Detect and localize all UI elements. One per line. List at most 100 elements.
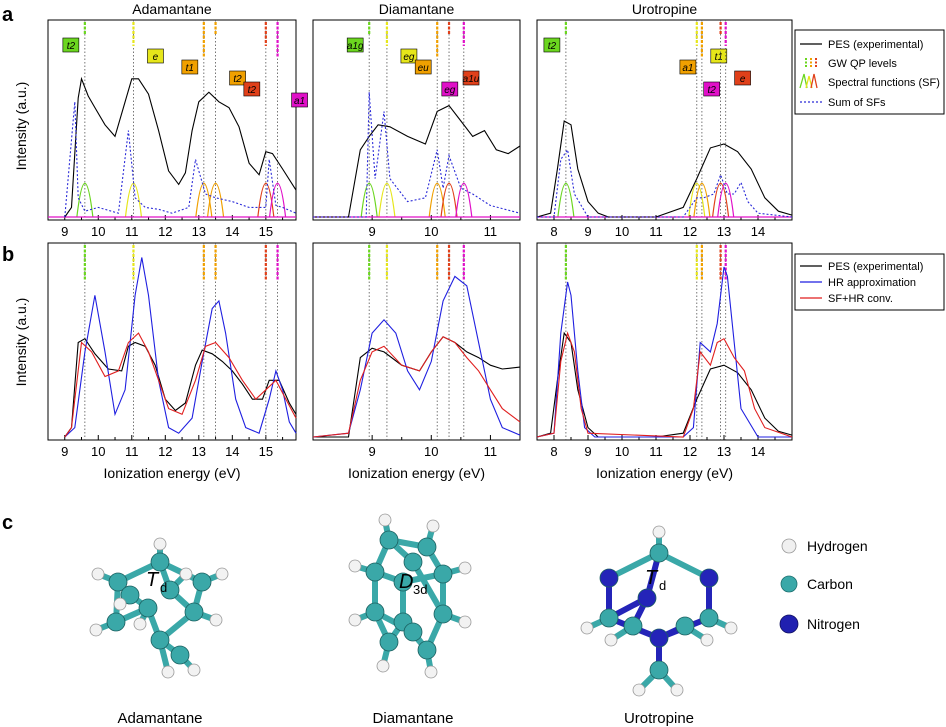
x-tick-label: 13 [192,224,206,239]
carbon-atom [699,608,719,628]
spectral-function-peak [195,182,213,218]
x-tick-label: 15 [259,224,273,239]
series-sf-hr-conv- [312,336,521,438]
hydrogen-atom [376,659,390,673]
panel-letter-b: b [2,244,15,266]
point-group-symbol: T [645,567,659,589]
spectral-function-peak [360,182,378,218]
hydrogen-atom [215,567,229,581]
legend-b-item: PES (experimental) [828,261,923,273]
x-tick-label: 8 [550,224,557,239]
nitrogen-atom [599,568,619,588]
plot-frame [312,19,521,221]
x-tick-label: 9 [584,224,591,239]
hydrogen-atom [161,665,175,679]
x-tick-label: 15 [259,444,273,459]
legend-b-item: SF+HR conv. [828,293,893,305]
series-sum-of-sfs [64,101,297,218]
chart-b-urotropine: 8 9 10 11 12 13 14 Ionization energy (eV) [536,242,793,481]
carbon-atom-icon [780,575,798,593]
carbon-atom [108,572,128,592]
qp-level-label: t1 [186,63,194,74]
qp-level-tag [543,37,561,53]
x-tick-label: 14 [225,444,239,459]
spectral-function-peak [693,182,711,218]
qp-level-label: t2 [548,41,557,52]
qp-level-tag [462,70,480,86]
plot-frame [312,242,521,441]
molecule-adamantane [89,537,229,679]
hydrogen-atom [133,617,147,631]
carbon-atom [433,564,453,584]
spectral-function-peak [257,182,275,218]
bond [410,559,446,617]
chart-b-diamantane: 9 10 11 Ionization energy (eV) [312,242,521,481]
qp-level-tag [181,59,199,75]
carbon-atom [649,543,669,563]
carbon-atom [417,537,437,557]
carbon-atom [150,552,170,572]
carbon-atom [675,616,695,636]
qp-level-label: e [153,52,159,63]
qp-level-label: eg [444,85,456,96]
carbon-atom [433,604,453,624]
hydrogen-atom [153,537,167,551]
x-tick-label: 9 [369,444,376,459]
hydrogen-atom [209,613,223,627]
series-pes-experimental- [64,337,297,438]
x-tick-label: 14 [225,224,239,239]
hydrogen-atom [652,525,666,539]
chart-title: Adamantane [132,1,212,17]
spectral-function-peak [712,182,730,218]
hydrogen-atom [187,663,201,677]
hydrogen-atom [724,621,738,635]
x-tick-label: 10 [424,444,438,459]
series-sf-hr-conv- [64,332,297,438]
legend-a: PES (experimental) GW QP levels Spectral… [794,29,945,115]
qp-level-tag [441,81,459,97]
chart-a-urotropine: Urotropine 8 9 10 11 12 13 14 t2 t1 a1 e t2 [536,1,793,239]
panel-letter-c: c [2,512,14,534]
hydrogen-atom [91,567,105,581]
x-tick-label: 11 [125,444,139,459]
qp-level-tag [346,37,364,53]
qp-level-label: a1 [682,63,693,74]
molecule-name: Adamantane [117,710,203,727]
x-tick-label: 13 [192,444,206,459]
qp-level-tag [243,81,261,97]
point-group-symbol: D [399,571,413,593]
x-axis-label: Ionization energy (eV) [104,465,241,481]
series-hr-approximation [64,257,297,438]
point-group-subscript: 3d [413,582,427,597]
molecule-name: Diamantane [372,710,454,727]
qp-level-tag [414,59,432,75]
x-tick-label: 13 [717,224,731,239]
x-tick-label: 11 [649,444,663,459]
qp-level-label: t1 [715,52,723,63]
hydrogen-atom [378,513,392,527]
hydrogen-atom [113,597,127,611]
x-tick-label: 12 [683,224,697,239]
x-tick-label: 14 [751,444,765,459]
chart-b-adamantane: 9 10 11 12 13 14 15 Ionization energy (eV) [47,242,297,481]
point-group-subscript: d [659,578,666,593]
series-hr-approximation [536,266,792,438]
carbon-atom [106,612,126,632]
plot-frame [47,242,297,441]
x-tick-label: 10 [615,224,629,239]
carbon-atom [365,602,385,622]
qp-level-label: a1 [294,96,305,107]
panel-letter-a: a [2,4,14,26]
carbon-atom [393,572,413,592]
x-tick-label: 9 [61,224,68,239]
legend-qp-key [805,58,817,68]
hydrogen-atom [580,621,594,635]
spectral-function-peak [557,182,575,218]
x-tick-label: 14 [751,224,765,239]
y-axis-label-a: Intensity (a.u.) [13,81,29,171]
x-tick-label: 12 [158,444,172,459]
carbon-atom [184,602,204,622]
legend-c-item: Carbon [807,576,853,592]
